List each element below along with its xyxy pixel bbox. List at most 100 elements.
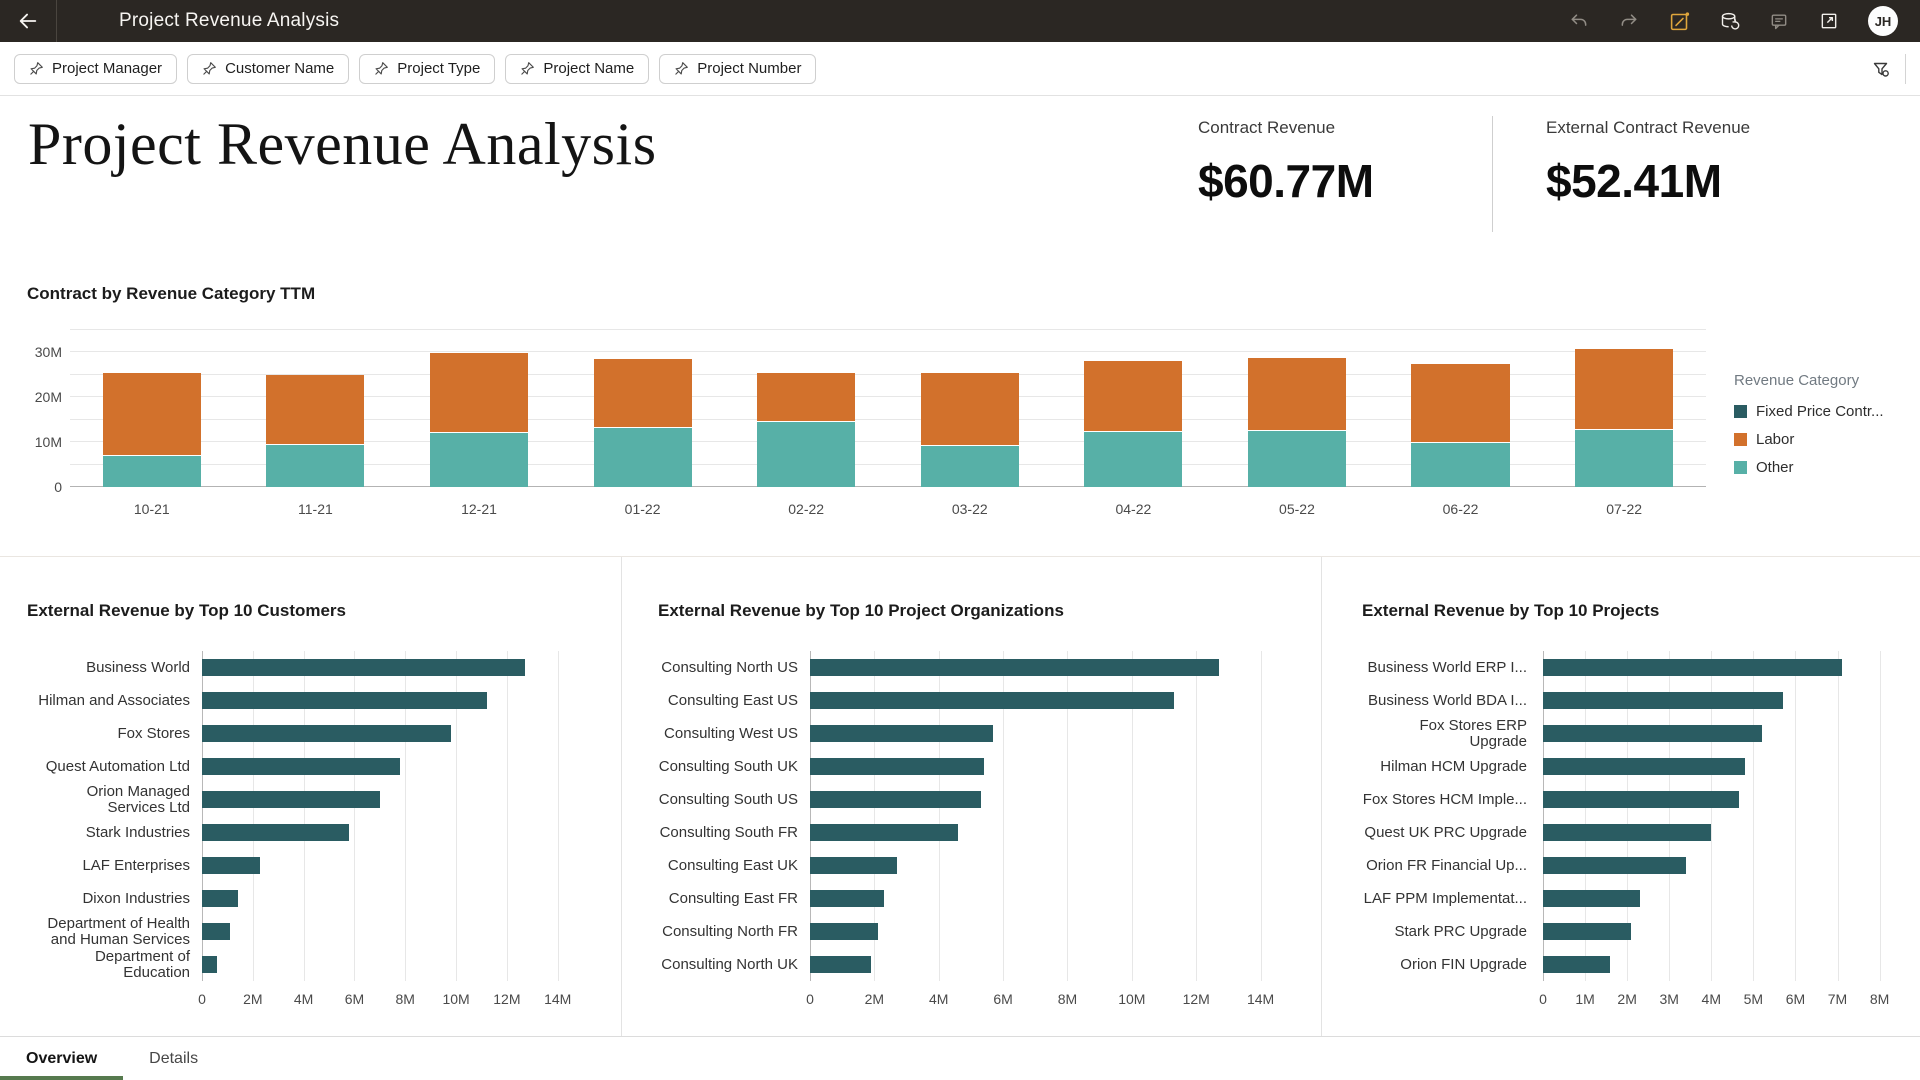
other-segment[interactable] (593, 426, 692, 487)
filter-pill-project-type[interactable]: Project Type (359, 53, 496, 84)
undo-icon[interactable] (1568, 10, 1590, 32)
gridline (1627, 651, 1629, 981)
data-refresh-icon[interactable] (1718, 10, 1740, 32)
legend-item-other[interactable]: Other (1734, 459, 1920, 476)
x-tick-label: 6M (993, 991, 1013, 1007)
edit-icon[interactable] (1668, 10, 1690, 32)
bar-stark-industries[interactable] (202, 824, 350, 841)
tab-overview[interactable]: Overview (0, 1037, 124, 1080)
redo-icon[interactable] (1618, 10, 1640, 32)
filter-pill-project-manager[interactable]: Project Manager (14, 53, 178, 84)
labor-segment[interactable] (1084, 360, 1183, 431)
category-label: Hilman HCM Upgrade (1380, 757, 1527, 775)
x-tick-label: 04-22 (1115, 501, 1152, 517)
bar-orion-managed-services-ltd[interactable] (202, 791, 380, 808)
user-avatar[interactable]: JH (1868, 6, 1898, 36)
bar-consulting-south-uk[interactable] (810, 758, 984, 775)
bar-fox-stores-erp-upgrade[interactable] (1543, 725, 1762, 742)
category-label: LAF Enterprises (82, 856, 190, 874)
stacked-bar-05-22[interactable] (1247, 330, 1347, 487)
bar-dixon-industries[interactable] (202, 890, 238, 907)
x-axis: 0 2M 4M 6M 8M 10M 12M 14M (806, 991, 1296, 1011)
bar-orion-fr-financial-up[interactable] (1543, 857, 1687, 874)
stacked-bar-10-21[interactable] (102, 330, 201, 487)
legend-item-labor[interactable]: Labor (1734, 431, 1920, 448)
category-label: Orion FIN Upgrade (1400, 955, 1527, 973)
chart-title: External Revenue by Top 10 Projects (1362, 601, 1660, 620)
bar-department-of-health-and-human-services[interactable] (202, 923, 230, 940)
bar-department-of-education[interactable] (202, 956, 218, 973)
comment-icon[interactable] (1768, 10, 1790, 32)
labor-segment[interactable] (102, 373, 201, 456)
back-button[interactable] (0, 0, 56, 42)
bar-consulting-north-us[interactable] (810, 659, 1219, 676)
stacked-bar-01-22[interactable] (593, 330, 692, 487)
bar-consulting-west-us[interactable] (810, 725, 994, 742)
other-segment[interactable] (920, 444, 1019, 487)
bar-row (202, 915, 592, 948)
stacked-bar-06-22[interactable] (1411, 330, 1510, 487)
other-segment[interactable] (102, 455, 201, 487)
filter-pill-project-name[interactable]: Project Name (505, 53, 650, 84)
gridline (252, 651, 254, 981)
bar-row (1543, 684, 1888, 717)
bar-laf-enterprises[interactable] (202, 857, 261, 874)
labor-segment[interactable] (429, 352, 529, 432)
labor-segment[interactable] (1575, 348, 1674, 429)
pin-icon (374, 61, 389, 76)
stacked-bar-12-21[interactable] (429, 330, 529, 487)
bar-orion-fin-upgrade[interactable] (1543, 956, 1611, 973)
filter-pill-project-number[interactable]: Project Number (659, 53, 817, 84)
tab-details[interactable]: Details (149, 1049, 199, 1067)
stacked-bar-04-22[interactable] (1084, 330, 1183, 487)
bar-fox-stores[interactable] (202, 725, 451, 742)
chart-title: External Revenue by Top 10 Customers (27, 601, 347, 620)
bar-hilman-and-associates[interactable] (202, 692, 487, 709)
bar-fox-stores-hcm-imple[interactable] (1543, 791, 1739, 808)
bar-hilman-hcm-upgrade[interactable] (1543, 758, 1745, 775)
filter-pill-customer-name[interactable]: Customer Name (187, 53, 350, 84)
other-segment[interactable] (1084, 430, 1183, 487)
bar-row (202, 651, 592, 684)
labor-segment[interactable] (1247, 358, 1347, 431)
labor-segment[interactable] (757, 373, 856, 422)
bar-stark-prc-upgrade[interactable] (1543, 923, 1632, 940)
stacked-bar-11-21[interactable] (266, 330, 365, 487)
other-segment[interactable] (266, 443, 365, 487)
bar-quest-automation-ltd[interactable] (202, 758, 401, 775)
labor-segment[interactable] (593, 358, 692, 427)
bar-consulting-north-uk[interactable] (810, 956, 872, 973)
labor-segment[interactable] (920, 373, 1019, 445)
stacked-chart-x-axis: 10-21 11-21 12-21 01-22 02-22 03-22 04-22 05-22… (70, 501, 1706, 517)
bar-consulting-east-us[interactable] (810, 692, 1174, 709)
other-segment[interactable] (1411, 441, 1510, 487)
y-tick-label: 0 (54, 479, 62, 495)
bar-business-world-erp-i[interactable] (1543, 659, 1842, 676)
bar-laf-ppm-implementat[interactable] (1543, 890, 1640, 907)
funnel-icon[interactable] (1871, 59, 1891, 79)
open-in-new-icon[interactable] (1818, 10, 1840, 32)
other-segment[interactable] (757, 421, 856, 487)
stacked-bar-03-22[interactable] (920, 330, 1019, 487)
bar-consulting-north-fr[interactable] (810, 923, 878, 940)
labor-segment[interactable] (266, 374, 365, 444)
hbar-plot (1543, 651, 1888, 981)
bar-consulting-east-uk[interactable] (810, 857, 897, 874)
x-tick-label: 12-21 (461, 501, 497, 517)
legend-item-fixed-price-contr[interactable]: Fixed Price Contr... (1734, 403, 1920, 420)
stacked-bar-02-22[interactable] (757, 330, 856, 487)
labor-segment[interactable] (1411, 364, 1510, 442)
stacked-bar-07-22[interactable] (1575, 330, 1674, 487)
bar-business-world-bda-i[interactable] (1543, 692, 1783, 709)
bar-consulting-south-fr[interactable] (810, 824, 959, 841)
other-segment[interactable] (429, 431, 529, 487)
bar-business-world[interactable] (202, 659, 525, 676)
category-label: Department of Education (94, 947, 190, 981)
bar-consulting-south-us[interactable] (810, 791, 981, 808)
bar-row (1543, 915, 1888, 948)
bar-consulting-east-fr[interactable] (810, 890, 885, 907)
bar-row (202, 882, 592, 915)
bar-quest-uk-prc-upgrade[interactable] (1543, 824, 1712, 841)
other-segment[interactable] (1575, 428, 1674, 487)
other-segment[interactable] (1247, 430, 1347, 487)
